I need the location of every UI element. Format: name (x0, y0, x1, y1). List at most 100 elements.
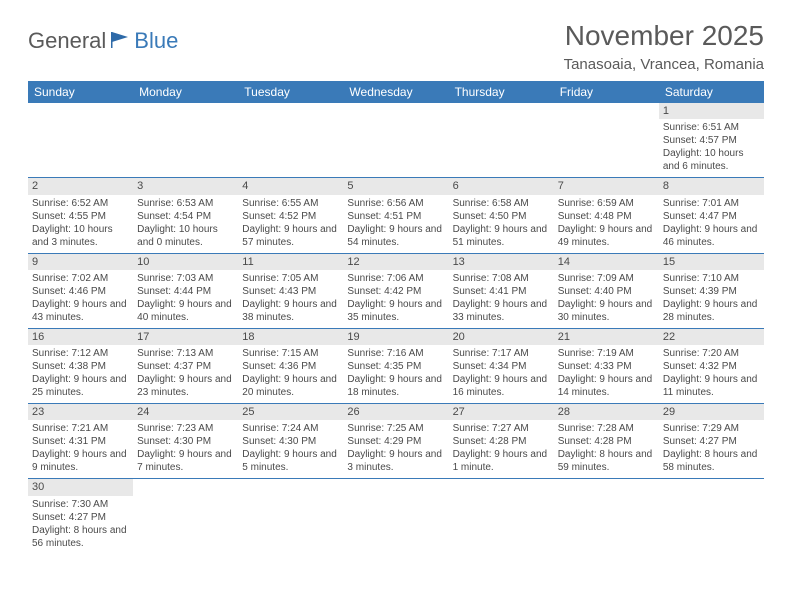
daylight-text: Daylight: 9 hours and 9 minutes. (32, 448, 129, 474)
daylight-text: Daylight: 8 hours and 59 minutes. (558, 448, 655, 474)
sunset-text: Sunset: 4:27 PM (32, 511, 129, 524)
daylight-text: Daylight: 9 hours and 20 minutes. (242, 373, 339, 399)
day-number: 9 (28, 254, 133, 270)
day-cell: 30Sunrise: 7:30 AMSunset: 4:27 PMDayligh… (28, 479, 133, 553)
sunset-text: Sunset: 4:46 PM (32, 285, 129, 298)
day-number: 11 (238, 254, 343, 270)
day-number: 24 (133, 404, 238, 420)
sunrise-text: Sunrise: 6:53 AM (137, 197, 234, 210)
empty-cell (449, 103, 554, 177)
empty-cell (343, 479, 448, 553)
daylight-text: Daylight: 9 hours and 25 minutes. (32, 373, 129, 399)
week-row: 9Sunrise: 7:02 AMSunset: 4:46 PMDaylight… (28, 254, 764, 329)
day-number: 19 (343, 329, 448, 345)
empty-cell (554, 479, 659, 553)
daylight-text: Daylight: 9 hours and 18 minutes. (347, 373, 444, 399)
day-number: 3 (133, 178, 238, 194)
day-cell: 5Sunrise: 6:56 AMSunset: 4:51 PMDaylight… (343, 178, 448, 252)
day-header: Monday (133, 81, 238, 103)
sunrise-text: Sunrise: 6:58 AM (453, 197, 550, 210)
day-number: 25 (238, 404, 343, 420)
day-number: 7 (554, 178, 659, 194)
day-cell: 21Sunrise: 7:19 AMSunset: 4:33 PMDayligh… (554, 329, 659, 403)
sunset-text: Sunset: 4:43 PM (242, 285, 339, 298)
sunset-text: Sunset: 4:36 PM (242, 360, 339, 373)
daylight-text: Daylight: 8 hours and 58 minutes. (663, 448, 760, 474)
sunset-text: Sunset: 4:51 PM (347, 210, 444, 223)
location-text: Tanasoaia, Vrancea, Romania (564, 56, 764, 73)
daylight-text: Daylight: 9 hours and 11 minutes. (663, 373, 760, 399)
day-number: 6 (449, 178, 554, 194)
day-number: 13 (449, 254, 554, 270)
sunrise-text: Sunrise: 7:05 AM (242, 272, 339, 285)
sunrise-text: Sunrise: 7:27 AM (453, 422, 550, 435)
logo-text-blue: Blue (134, 28, 178, 54)
day-cell: 3Sunrise: 6:53 AMSunset: 4:54 PMDaylight… (133, 178, 238, 252)
sunrise-text: Sunrise: 6:56 AM (347, 197, 444, 210)
sunset-text: Sunset: 4:57 PM (663, 134, 760, 147)
daylight-text: Daylight: 9 hours and 14 minutes. (558, 373, 655, 399)
day-header: Wednesday (343, 81, 448, 103)
week-row: 23Sunrise: 7:21 AMSunset: 4:31 PMDayligh… (28, 404, 764, 479)
daylight-text: Daylight: 8 hours and 56 minutes. (32, 524, 129, 550)
day-cell: 9Sunrise: 7:02 AMSunset: 4:46 PMDaylight… (28, 254, 133, 328)
empty-cell (133, 103, 238, 177)
empty-cell (554, 103, 659, 177)
daylight-text: Daylight: 9 hours and 23 minutes. (137, 373, 234, 399)
daylight-text: Daylight: 9 hours and 51 minutes. (453, 223, 550, 249)
daylight-text: Daylight: 10 hours and 3 minutes. (32, 223, 129, 249)
day-cell: 25Sunrise: 7:24 AMSunset: 4:30 PMDayligh… (238, 404, 343, 478)
day-cell: 11Sunrise: 7:05 AMSunset: 4:43 PMDayligh… (238, 254, 343, 328)
sunset-text: Sunset: 4:47 PM (663, 210, 760, 223)
sunrise-text: Sunrise: 7:24 AM (242, 422, 339, 435)
empty-cell (449, 479, 554, 553)
day-number: 15 (659, 254, 764, 270)
day-number: 17 (133, 329, 238, 345)
sunrise-text: Sunrise: 7:03 AM (137, 272, 234, 285)
sunset-text: Sunset: 4:30 PM (137, 435, 234, 448)
day-header: Sunday (28, 81, 133, 103)
day-number: 27 (449, 404, 554, 420)
daylight-text: Daylight: 9 hours and 7 minutes. (137, 448, 234, 474)
empty-cell (133, 479, 238, 553)
day-cell: 4Sunrise: 6:55 AMSunset: 4:52 PMDaylight… (238, 178, 343, 252)
empty-cell (343, 103, 448, 177)
daylight-text: Daylight: 10 hours and 6 minutes. (663, 147, 760, 173)
day-cell: 12Sunrise: 7:06 AMSunset: 4:42 PMDayligh… (343, 254, 448, 328)
day-cell: 6Sunrise: 6:58 AMSunset: 4:50 PMDaylight… (449, 178, 554, 252)
logo: General Blue (28, 28, 178, 54)
sunrise-text: Sunrise: 7:01 AM (663, 197, 760, 210)
logo-text-general: General (28, 28, 106, 54)
day-number: 14 (554, 254, 659, 270)
sunset-text: Sunset: 4:32 PM (663, 360, 760, 373)
daylight-text: Daylight: 9 hours and 54 minutes. (347, 223, 444, 249)
day-number: 8 (659, 178, 764, 194)
day-header: Friday (554, 81, 659, 103)
sunrise-text: Sunrise: 7:21 AM (32, 422, 129, 435)
day-cell: 7Sunrise: 6:59 AMSunset: 4:48 PMDaylight… (554, 178, 659, 252)
day-cell: 28Sunrise: 7:28 AMSunset: 4:28 PMDayligh… (554, 404, 659, 478)
day-cell: 18Sunrise: 7:15 AMSunset: 4:36 PMDayligh… (238, 329, 343, 403)
day-number: 2 (28, 178, 133, 194)
day-cell: 27Sunrise: 7:27 AMSunset: 4:28 PMDayligh… (449, 404, 554, 478)
daylight-text: Daylight: 9 hours and 3 minutes. (347, 448, 444, 474)
day-cell: 24Sunrise: 7:23 AMSunset: 4:30 PMDayligh… (133, 404, 238, 478)
day-number: 10 (133, 254, 238, 270)
day-header: Tuesday (238, 81, 343, 103)
day-cell: 19Sunrise: 7:16 AMSunset: 4:35 PMDayligh… (343, 329, 448, 403)
day-cell: 2Sunrise: 6:52 AMSunset: 4:55 PMDaylight… (28, 178, 133, 252)
sunset-text: Sunset: 4:42 PM (347, 285, 444, 298)
sunrise-text: Sunrise: 7:17 AM (453, 347, 550, 360)
daylight-text: Daylight: 9 hours and 46 minutes. (663, 223, 760, 249)
day-cell: 10Sunrise: 7:03 AMSunset: 4:44 PMDayligh… (133, 254, 238, 328)
sunrise-text: Sunrise: 7:08 AM (453, 272, 550, 285)
day-cell: 17Sunrise: 7:13 AMSunset: 4:37 PMDayligh… (133, 329, 238, 403)
sunrise-text: Sunrise: 6:55 AM (242, 197, 339, 210)
sunset-text: Sunset: 4:52 PM (242, 210, 339, 223)
day-number: 29 (659, 404, 764, 420)
day-number: 21 (554, 329, 659, 345)
day-cell: 13Sunrise: 7:08 AMSunset: 4:41 PMDayligh… (449, 254, 554, 328)
sunset-text: Sunset: 4:38 PM (32, 360, 129, 373)
calendar: Sunday Monday Tuesday Wednesday Thursday… (28, 81, 764, 554)
sunrise-text: Sunrise: 7:28 AM (558, 422, 655, 435)
